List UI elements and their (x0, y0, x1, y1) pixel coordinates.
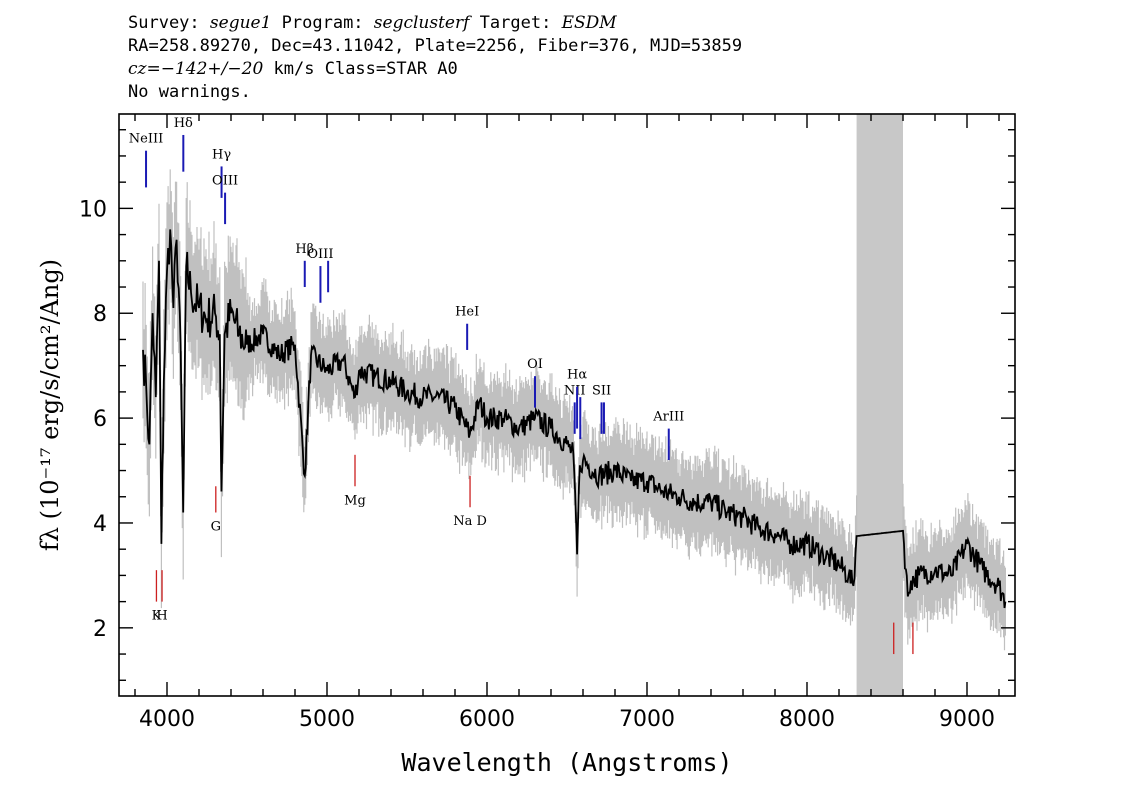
line-markers-layer: NeIIIHδHγOIIIHβOIIIHeIOINIIHαSIIArIIIKHG… (129, 116, 914, 655)
x-tick-label: 4000 (139, 707, 195, 732)
y-tick-label: 2 (93, 617, 107, 642)
flux-series-line (142, 229, 1007, 609)
absorption-line-label: G (211, 519, 221, 534)
emission-line-label: OIII (212, 174, 238, 189)
y-axis-label: fλ (10⁻¹⁷ erg/s/cm²/Ang) (36, 259, 64, 551)
survey-value: segue1 (209, 13, 272, 33)
program-value: segclusterf (373, 13, 470, 33)
cz-value: cz=−142+/−20 (128, 59, 264, 79)
header-line-redshift: cz=−142+/−20 km/s Class=STAR A0 (128, 58, 742, 81)
x-tick-label: 7000 (619, 707, 675, 732)
emission-line-label: Hα (567, 368, 587, 383)
x-tick-label: 9000 (939, 707, 995, 732)
emission-line-label: Hδ (174, 116, 193, 131)
emission-line-label: NeIII (129, 132, 163, 147)
masked-band-layer (856, 114, 903, 696)
absorption-line-label: Na D (453, 514, 487, 529)
plot-frame (118, 113, 1016, 697)
spectrum-header: Survey: segue1 Program: segclusterf Targ… (128, 12, 742, 104)
y-tick-label: 4 (93, 512, 107, 537)
emission-line-label: Hβ (295, 242, 314, 257)
absorption-line-label: H (156, 609, 167, 624)
target-value: ESDM (561, 13, 617, 33)
y-tick-label: 10 (79, 197, 107, 222)
cz-units: km/s (273, 59, 315, 79)
x-axis-label: Wavelength (Angstroms) (401, 748, 732, 777)
emission-line-label: SII (592, 383, 611, 398)
x-tick-label: 5000 (299, 707, 355, 732)
x-tick-label: 6000 (459, 707, 515, 732)
absorption-line-label: K (152, 609, 162, 624)
y-tick-label: 8 (93, 302, 107, 327)
absorption-line-label: Mg (344, 493, 366, 508)
emission-line-label: Hγ (212, 147, 231, 162)
masked-band (856, 114, 903, 696)
program-label: Program: (281, 13, 364, 33)
emission-line-label: OI (527, 357, 543, 372)
header-line-survey: Survey: segue1 Program: segclusterf Targ… (128, 12, 742, 35)
survey-label: Survey: (128, 13, 200, 33)
x-tick-label: 8000 (779, 707, 835, 732)
header-line-coordinates: RA=258.89270, Dec=43.11042, Plate=2256, … (128, 36, 743, 56)
header-line-warnings: No warnings. (128, 82, 251, 102)
class-value: Class=STAR A0 (324, 59, 458, 79)
axis-ticks-layer: 4000 5000 6000 7000 8000 9000 2 4 6 8 10 (79, 114, 1015, 732)
target-label: Target: (479, 13, 552, 33)
emission-line-label: OIII (307, 247, 333, 262)
emission-line-label: ArIII (652, 410, 684, 425)
emission-line-label: NII (564, 383, 586, 398)
emission-line-label: HeI (455, 305, 479, 320)
y-tick-label: 6 (93, 407, 107, 432)
